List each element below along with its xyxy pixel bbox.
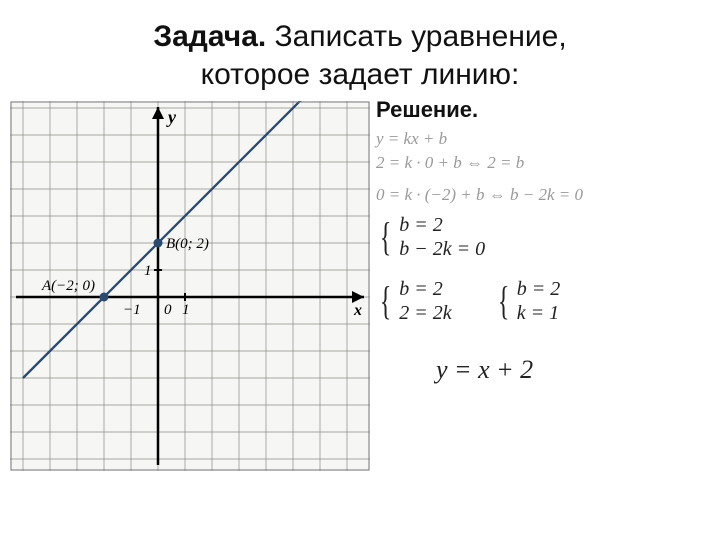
title-block: Задача. Записать уравнение, которое зада…	[0, 0, 720, 93]
solution-heading: Решение.	[376, 97, 710, 123]
system-2: { b = 2 2 = 2k	[376, 277, 452, 325]
brace-icon: {	[380, 226, 392, 248]
title-rest1: Записать уравнение,	[266, 20, 566, 53]
eq-general: y = kx + b	[376, 129, 710, 149]
system1-b: b − 2k = 0	[399, 237, 485, 261]
svg-text:0: 0	[164, 302, 172, 318]
chart-container: y x 0 −1 1 1 A(−2; 0) B(0; 2)	[10, 101, 370, 471]
title-bold: Задача.	[153, 20, 266, 53]
svg-text:x: x	[353, 302, 362, 319]
svg-text:1: 1	[182, 302, 190, 318]
system1-a: b = 2	[399, 213, 485, 237]
system2-a: b = 2	[399, 277, 451, 301]
svg-text:y: y	[166, 107, 177, 127]
system3-a: b = 2	[517, 277, 561, 301]
brace-icon: {	[497, 290, 509, 312]
solution-block: Решение. y = kx + b 2 = k · 0 + b ⇔ 2 = …	[370, 93, 710, 471]
title-line2: которое задает линию:	[201, 58, 520, 91]
answer-equation: y = x + 2	[436, 355, 710, 385]
svg-text:−1: −1	[123, 302, 141, 318]
system-1: { b = 2 b − 2k = 0	[376, 213, 710, 261]
system-3: { b = 2 k = 1	[494, 277, 561, 325]
system2-b: 2 = 2k	[399, 301, 451, 325]
svg-text:A(−2; 0): A(−2; 0)	[41, 278, 95, 294]
system3-b: k = 1	[517, 301, 561, 325]
coordinate-graph: y x 0 −1 1 1 A(−2; 0) B(0; 2)	[10, 101, 370, 471]
eq-sub-a: 0 = k · (−2) + b ⇔ b − 2k = 0	[376, 185, 710, 205]
content-row: y x 0 −1 1 1 A(−2; 0) B(0; 2) Решение. y = kx +…	[0, 93, 720, 471]
brace-icon: {	[380, 290, 392, 312]
svg-text:1: 1	[144, 263, 152, 279]
system-row: { b = 2 2 = 2k { b = 2 k = 1	[376, 269, 710, 333]
svg-text:B(0; 2): B(0; 2)	[166, 236, 209, 252]
eq-sub-b: 2 = k · 0 + b ⇔ 2 = b	[376, 153, 710, 173]
